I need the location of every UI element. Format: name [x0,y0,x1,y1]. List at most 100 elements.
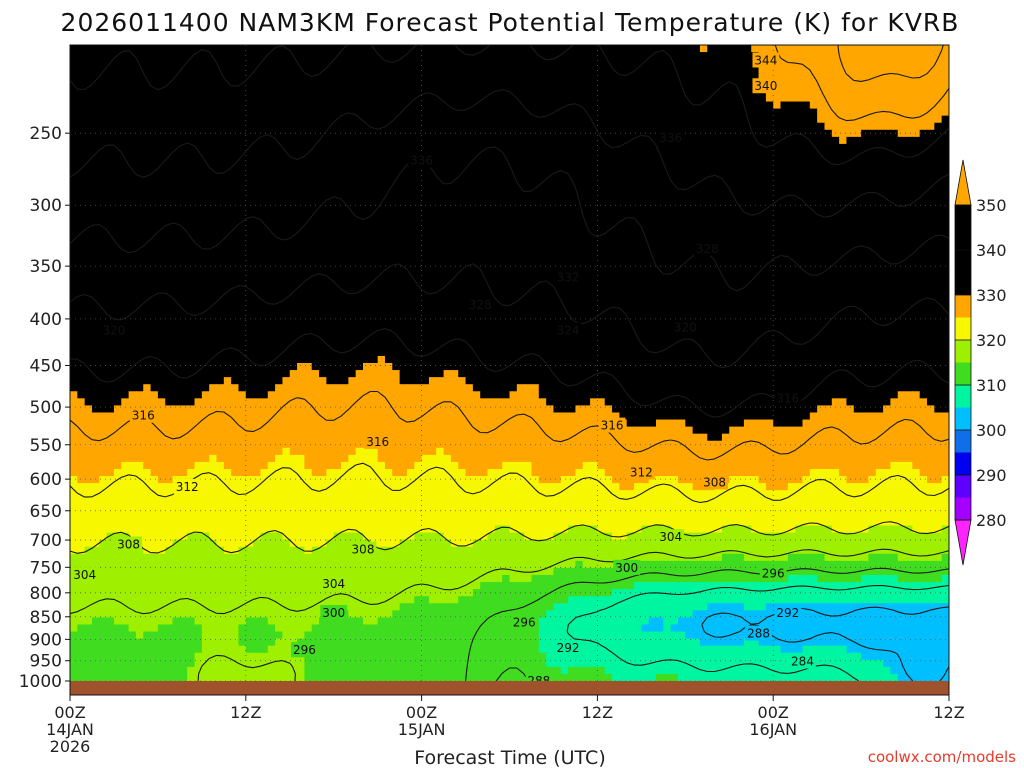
field-cell [172,313,181,322]
field-cell [582,235,591,244]
field-cell [531,158,540,166]
field-cell [656,214,664,223]
field-cell [773,73,782,81]
field-cell [619,242,628,251]
field-cell [831,228,840,237]
field-cell [106,108,115,117]
field-cell [326,186,335,194]
field-cell [656,115,664,124]
field-cell [363,207,371,216]
field-cell [502,80,511,88]
field-cell [414,165,423,173]
field-cell [194,122,203,131]
field-cell [480,115,489,124]
field-cell [692,193,701,202]
field-cell [282,115,291,124]
field-cell [809,214,818,223]
field-cell [553,257,562,265]
field-cell [861,235,870,244]
field-cell [912,271,921,279]
field-cell [721,228,730,237]
field-cell [597,66,606,74]
field-cell [304,52,313,60]
field-cell [736,87,745,96]
field-cell [319,143,327,152]
field-cell [319,151,327,159]
field-cell [304,122,313,131]
field-cell [817,73,826,81]
field-cell [421,257,430,265]
field-cell [831,278,840,286]
field-cell [912,235,921,244]
field-cell [861,80,870,88]
field-cell [355,235,364,244]
field-cell [179,172,188,180]
field-cell [641,52,650,60]
field-cell [216,285,225,293]
field-cell [831,292,840,300]
field-cell [421,165,430,173]
field-cell [363,186,371,194]
field-cell [802,306,811,315]
field-cell [216,292,225,300]
field-cell [692,122,701,131]
field-cell [209,115,218,124]
field-cell [787,136,796,145]
field-cell [84,327,93,336]
field-cell [216,249,225,258]
field-cell [472,179,481,187]
field-cell [487,221,496,230]
field-cell [714,122,723,131]
field-cell [590,313,598,322]
field-cell [670,271,679,279]
field-cell [795,306,804,315]
field-cell [634,207,642,216]
field-cell [802,45,811,53]
field-cell [817,214,826,223]
field-cell [568,249,577,258]
field-cell [480,101,489,110]
field-cell [443,108,452,117]
field-cell [714,158,723,166]
field-cell [839,278,848,286]
field-cell [91,221,100,230]
field-cell [289,327,298,336]
field-cell [641,242,650,251]
field-cell [714,235,723,244]
field-cell [245,158,254,166]
field-cell [297,271,305,279]
field-cell [150,87,159,96]
field-cell [604,165,613,173]
field-cell [612,158,620,166]
field-cell [165,143,174,152]
field-cell [824,172,833,180]
field-cell [384,271,393,279]
field-cell [355,306,364,315]
field-cell [319,179,327,187]
field-cell [905,285,913,293]
field-cell [560,334,569,343]
field-cell [106,193,115,202]
field-cell [743,165,752,173]
field-cell [341,214,349,223]
field-cell [795,313,804,322]
field-cell [370,334,379,343]
field-cell [106,292,115,300]
field-cell [502,122,511,131]
field-cell [538,193,547,202]
field-cell [157,136,166,145]
field-cell [927,313,935,322]
field-cell [861,101,870,110]
field-cell [765,108,774,117]
field-cell [626,278,635,286]
field-cell [582,285,591,293]
field-cell [267,80,276,88]
field-cell [165,158,174,166]
field-cell [223,292,232,300]
field-cell [392,143,401,152]
field-cell [875,214,884,223]
field-cell [751,115,760,124]
field-cell [414,186,423,194]
field-cell [91,45,100,53]
field-cell [736,271,745,279]
